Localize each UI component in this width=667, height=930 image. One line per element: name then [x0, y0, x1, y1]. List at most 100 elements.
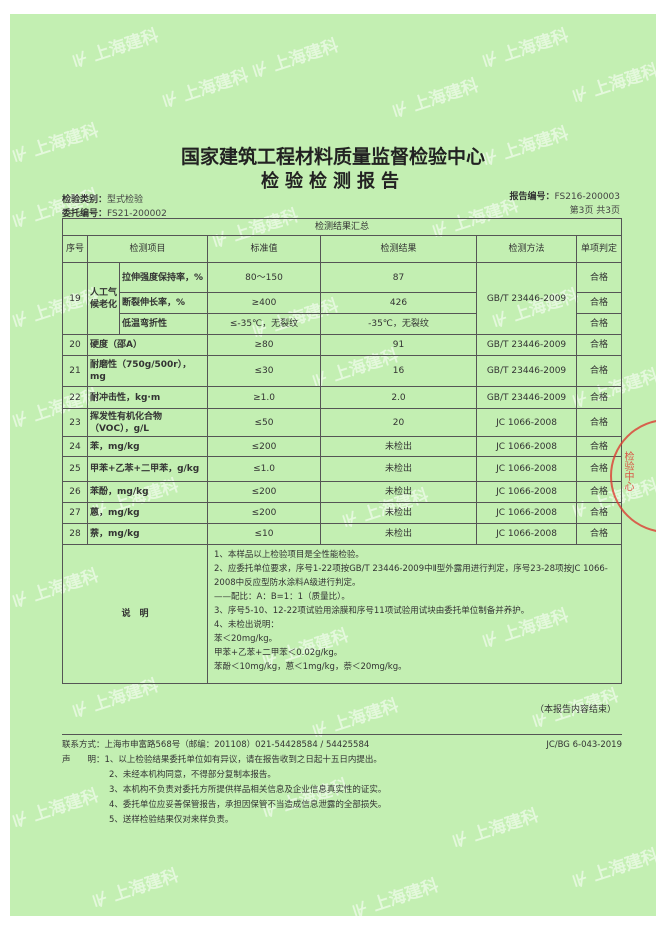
note-line: 3、序号5-10、12-22项试验用涂膜和序号11项试验用试块由委托单位制备并养… [214, 606, 530, 616]
row-standard: ≤30 [207, 355, 321, 387]
row-method: GB/T 23446-2009 [476, 334, 577, 356]
row-result: 426 [320, 292, 477, 314]
note-line: 2、应委托单位要求，序号1-22项按GB/T 23446-2009中Ⅱ型外露用进… [214, 564, 608, 588]
notes-label: 说 明 [62, 544, 208, 684]
form-code: JC/BG 6-043-2019 [546, 740, 622, 750]
watermark-logo: 上海建科 [388, 71, 481, 122]
report-number: 报告编号：FS216-200003 [509, 192, 620, 202]
header-result: 检测结果 [320, 235, 477, 263]
declarations: 声 明：1、以上检验结果委托单位如有异议，请在报告收到之日起十五日内提出。 2、未… [62, 753, 622, 828]
row-method: JC 1066-2008 [476, 502, 577, 524]
row-item: 甲苯+乙苯+二甲苯，g/kg [87, 456, 208, 482]
row-method: GB/T 23446-2009 [476, 386, 577, 409]
inspection-type: 检验类别：型式检验 [62, 195, 144, 205]
notes-row: 说 明 1、本样品以上检验项目是全性能检验。 2、应委托单位要求，序号1-22项按… [62, 544, 623, 684]
row-item: 萘，mg/kg [87, 523, 208, 545]
row-no: 21 [62, 355, 88, 387]
row-standard: ≤200 [207, 502, 321, 524]
row-standard: ≤-35℃，无裂纹 [207, 313, 321, 335]
table-row: 27 蒽，mg/kg ≤200 未检出 JC 1066-2008 合格 [62, 502, 623, 524]
declaration-item: 3、本机构不负责对委托方所提供样品相关信息及企业信息真实性的证实。 [109, 785, 387, 795]
declaration-line: 4、委托单位应妥善保管报告，承担因保管不当造成信息泄露的全部损失。 [62, 798, 622, 813]
notes: 1、本样品以上检验项目是全性能检验。 2、应委托单位要求，序号1-22项按GB/T… [206, 544, 623, 684]
row-result: 未检出 [320, 481, 477, 503]
row-standard: ≤50 [207, 408, 321, 437]
row-result: -35℃，无裂纹 [320, 313, 477, 335]
row-verdict: 合格 [575, 386, 623, 409]
row-no: 23 [62, 408, 88, 437]
header-standard: 标准值 [207, 235, 321, 263]
table-row: 断裂伸长率，% ≥400 426 合格 [63, 292, 623, 314]
row-verdict: 合格 [575, 292, 623, 314]
table-row: 23 挥发性有机化合物（VOC），g/L ≤50 20 JC 1066-2008 合格 [62, 408, 623, 437]
watermark-logo: 上海建科 [158, 61, 251, 112]
row-item: 耐冲击性，kg·m [87, 386, 208, 409]
table-row: 20 硬度（邵A） ≥80 91 GB/T 23446-2009 合格 [62, 334, 623, 356]
row-method: JC 1066-2008 [476, 436, 577, 457]
watermark-logo: 上海建科 [568, 841, 656, 892]
results-table: 检测结果汇总 序号 检测项目 标准值 检测结果 检测方法 单项判定 19 人工气… [61, 218, 623, 684]
row-result: 87 [320, 262, 477, 293]
declaration-line: 3、本机构不负责对委托方所提供样品相关信息及企业信息真实性的证实。 [62, 783, 622, 798]
table-row: 28 萘，mg/kg ≤10 未检出 JC 1066-2008 合格 [62, 523, 623, 545]
declaration-line: 5、送样检验结果仅对来样负责。 [62, 813, 622, 828]
row-method: JC 1066-2008 [476, 523, 577, 545]
row-standard: ≥400 [207, 292, 321, 314]
row-result: 未检出 [320, 436, 477, 457]
row-item: 苯酚，mg/kg [87, 481, 208, 503]
table-header: 序号 检测项目 标准值 检测结果 检测方法 单项判定 [62, 235, 623, 263]
row-standard: ≥1.0 [207, 386, 321, 409]
note-line: 甲苯+乙苯+二甲苯＜0.02g/kg。 [214, 648, 343, 658]
row-verdict: 合格 [575, 408, 623, 437]
footer: 联系方式：上海市申富路568号（邮编：201108）021-54428584 /… [62, 738, 622, 828]
report-page: 上海建科上海建科上海建科上海建科上海建科上海建科上海建科上海建科上海建科上海建科… [10, 14, 656, 916]
table-row: 22 耐冲击性，kg·m ≥1.0 2.0 GB/T 23446-2009 合格 [62, 386, 623, 409]
watermark-logo: 上海建科 [248, 31, 341, 82]
note-line: 1、本样品以上检验项目是全性能检验。 [214, 550, 364, 560]
sub-item: 低温弯折性 [119, 313, 208, 335]
header-method: 检测方法 [476, 235, 577, 263]
end-note: （本报告内容结束） [534, 705, 616, 715]
divider [62, 734, 622, 735]
entrust-number: 委托编号：FS21-200002 [62, 209, 167, 219]
declaration-item: 5、送样检验结果仅对来样负责。 [109, 815, 234, 825]
row-standard: ≤1.0 [207, 456, 321, 482]
row-method: JC 1066-2008 [476, 456, 577, 482]
watermark-logo: 上海建科 [568, 56, 656, 107]
row-no: 20 [62, 334, 88, 356]
row-no: 27 [62, 502, 88, 524]
declaration-line: 2、未经本机构同意，不得部分复制本报告。 [62, 768, 622, 783]
row-result: 16 [320, 355, 477, 387]
row-verdict: 合格 [575, 523, 623, 545]
table-row: 低温弯折性 ≤-35℃，无裂纹 -35℃，无裂纹 合格 [63, 313, 623, 335]
header-no: 序号 [62, 235, 88, 263]
sub-item: 拉伸强度保持率，% [119, 262, 208, 293]
row-standard: 80～150 [207, 262, 321, 293]
note-line: 苯＜20mg/kg。 [214, 634, 278, 644]
row-no: 24 [62, 436, 88, 457]
row-item: 蒽，mg/kg [87, 502, 208, 524]
row-verdict: 合格 [575, 334, 623, 356]
row-standard: ≤200 [207, 436, 321, 457]
row-result: 未检出 [320, 523, 477, 545]
watermark-logo: 上海建科 [348, 871, 441, 916]
watermark-logo: 上海建科 [88, 861, 181, 912]
row-standard: ≤10 [207, 523, 321, 545]
table-row: 26 苯酚，mg/kg ≤200 未检出 JC 1066-2008 合格 [62, 481, 623, 503]
row-method: JC 1066-2008 [476, 481, 577, 503]
row-method: JC 1066-2008 [476, 408, 577, 437]
row-item: 耐磨性（750g/500r），mg [87, 355, 208, 387]
row-no: 22 [62, 386, 88, 409]
row-verdict: 合格 [575, 262, 623, 293]
declaration-item: 2、未经本机构同意，不得部分复制本报告。 [109, 770, 276, 780]
watermark-logo: 上海建科 [68, 21, 161, 72]
row-result: 20 [320, 408, 477, 437]
table-row: 21 耐磨性（750g/500r），mg ≤30 16 GB/T 23446-2009 合… [62, 355, 623, 387]
row-no: 19 [62, 262, 88, 335]
row-verdict: 合格 [575, 313, 623, 335]
row-no: 26 [62, 481, 88, 503]
row-item: 人工气候老化 [87, 262, 120, 335]
report-title: 国家建筑工程材料质量监督检验中心 [180, 146, 485, 168]
note-line: 苯酚＜10mg/kg，蒽＜1mg/kg，萘＜20mg/kg。 [214, 662, 407, 672]
row-verdict: 合格 [575, 355, 623, 387]
